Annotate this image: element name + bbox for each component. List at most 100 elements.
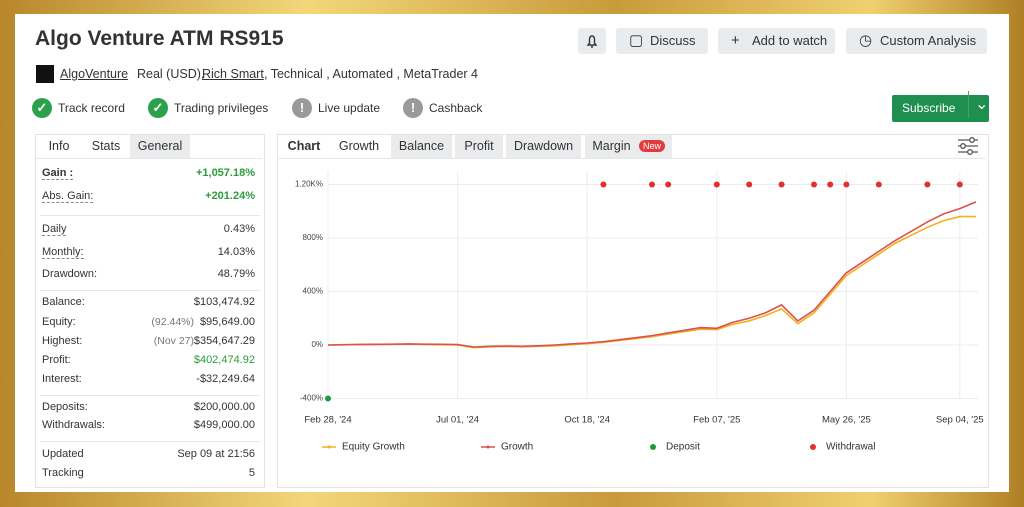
stat-value: $200,000.00: [193, 401, 255, 413]
badge-icon: !: [403, 98, 423, 118]
separator: [40, 441, 260, 442]
stats-tab[interactable]: Stats: [82, 135, 130, 158]
stat-label: Abs. Gain:: [42, 190, 94, 203]
x-tick-label: Feb 07, '25: [693, 415, 740, 426]
series-line: [327, 215, 976, 349]
stats-tab[interactable]: Info: [36, 135, 82, 158]
stat-value: 14.03%: [217, 246, 255, 258]
stat-label: Gain :: [42, 167, 74, 180]
legend-label: Withdrawal: [826, 442, 875, 453]
dropdown-arrow[interactable]: ⌄: [968, 91, 988, 118]
legend-marker: [486, 445, 490, 449]
stat-value: +201.24%: [205, 190, 255, 202]
legend-marker: [650, 444, 656, 450]
y-tick-label: 1.20K%: [295, 180, 323, 189]
stats-tab[interactable]: General: [130, 135, 190, 158]
stat-value: 5: [248, 467, 255, 479]
separator: [40, 395, 260, 396]
subscribe-label: Subscribe: [902, 101, 956, 115]
y-tick-label: 800%: [303, 233, 323, 242]
page-title: Algo Venture ATM RS915: [35, 27, 284, 50]
separator: [40, 215, 260, 216]
series-point: [600, 181, 607, 188]
legend-marker: [810, 444, 816, 450]
badge-label: Trading privileges: [174, 101, 269, 115]
stat-note: (Nov 27): [153, 335, 194, 347]
stat-label: Highest:: [42, 335, 83, 347]
bell-button[interactable]: [578, 28, 606, 54]
badge-label: Track record: [58, 101, 125, 115]
badge-icon: ✓: [148, 98, 168, 118]
series-point: [843, 181, 850, 188]
button-label: Custom Analysis: [880, 33, 977, 48]
author-link[interactable]: AlgoVenture: [60, 67, 129, 81]
y-tick-label: -400%: [300, 394, 323, 403]
button-label: Add to watch: [752, 33, 828, 48]
account-type: Real (USD),: [137, 67, 205, 81]
tab-label: Profit: [464, 139, 494, 153]
tab-line: [36, 158, 262, 159]
broker-link[interactable]: Rich Smart: [202, 67, 264, 81]
stat-label: Withdrawals:: [42, 419, 105, 431]
badge-icon: !: [292, 98, 312, 118]
stat-label: Profit:: [42, 354, 71, 366]
stat-value: $402,474.92: [193, 354, 255, 366]
new-badge: New: [639, 140, 666, 152]
tab-label: Balance: [398, 139, 445, 153]
y-tick-label: 400%: [303, 287, 323, 296]
series-point: [956, 181, 963, 188]
series-point: [665, 181, 672, 188]
stat-label: Equity:: [42, 316, 76, 328]
tab-line: [278, 158, 986, 159]
stat-label: Drawdown:: [42, 268, 98, 280]
chart-tab[interactable]: Profit: [455, 135, 503, 158]
stats-panel: [35, 134, 265, 488]
stat-value: 0.43%: [223, 223, 255, 235]
chart-tab[interactable]: Drawdown: [506, 135, 581, 158]
chart-panel: [277, 134, 989, 488]
series-point: [713, 181, 720, 188]
stat-label: Updated: [42, 448, 84, 460]
button-icon: +: [731, 32, 740, 49]
series-point: [325, 395, 331, 402]
button-icon: ◷: [859, 32, 873, 49]
stat-value: $95,649.00: [199, 316, 255, 328]
series-point: [827, 181, 834, 188]
settings-icon[interactable]: [958, 137, 978, 155]
legend-label: Equity Growth: [342, 442, 405, 453]
subscribe-button[interactable]: Subscribe ⌄: [892, 91, 989, 122]
separator: [40, 290, 260, 291]
series-point: [746, 181, 753, 188]
x-tick-label: Feb 28, '24: [304, 415, 351, 426]
y-tick-label: 0%: [311, 340, 323, 349]
stat-value: Sep 09 at 21:56: [177, 448, 255, 460]
stat-value: $499,000.00: [193, 419, 255, 431]
series-point: [778, 181, 785, 188]
account-tags: , Technical , Automated , MetaTrader 4: [264, 67, 479, 81]
header-button[interactable]: ◷ Custom Analysis: [846, 28, 987, 54]
legend-label: Deposit: [666, 442, 700, 453]
chart-tab[interactable]: Growth: [330, 135, 388, 158]
tab-label: Growth: [338, 139, 380, 153]
author-logo: [36, 65, 54, 83]
badge-icon: ✓: [32, 98, 52, 118]
stat-note: (92.44%): [151, 316, 194, 328]
x-tick-label: Jul 01, '24: [436, 415, 479, 426]
stat-value: $103,474.92: [193, 296, 255, 308]
chart-tab[interactable]: Balance: [391, 135, 452, 158]
x-tick-label: Oct 18, '24: [564, 415, 610, 426]
legend-marker: [327, 445, 331, 449]
badge-label: Live update: [318, 101, 381, 115]
x-tick-label: May 26, '25: [822, 415, 871, 426]
series-point: [924, 181, 931, 188]
chart-tab[interactable]: Chart: [281, 135, 327, 158]
tab-label: Chart: [287, 139, 321, 153]
stat-value: 48.79%: [217, 268, 255, 280]
header-button[interactable]: + Add to watch: [718, 28, 835, 54]
plot: 1.20K% 800% 400% 0% -400% Feb 28, '24 Jul 01, …: [295, 171, 984, 426]
tab-label: Margin: [592, 139, 631, 153]
header-button[interactable]: ▢ Discuss: [616, 28, 708, 54]
stat-value: -$32,249.64: [196, 373, 255, 385]
